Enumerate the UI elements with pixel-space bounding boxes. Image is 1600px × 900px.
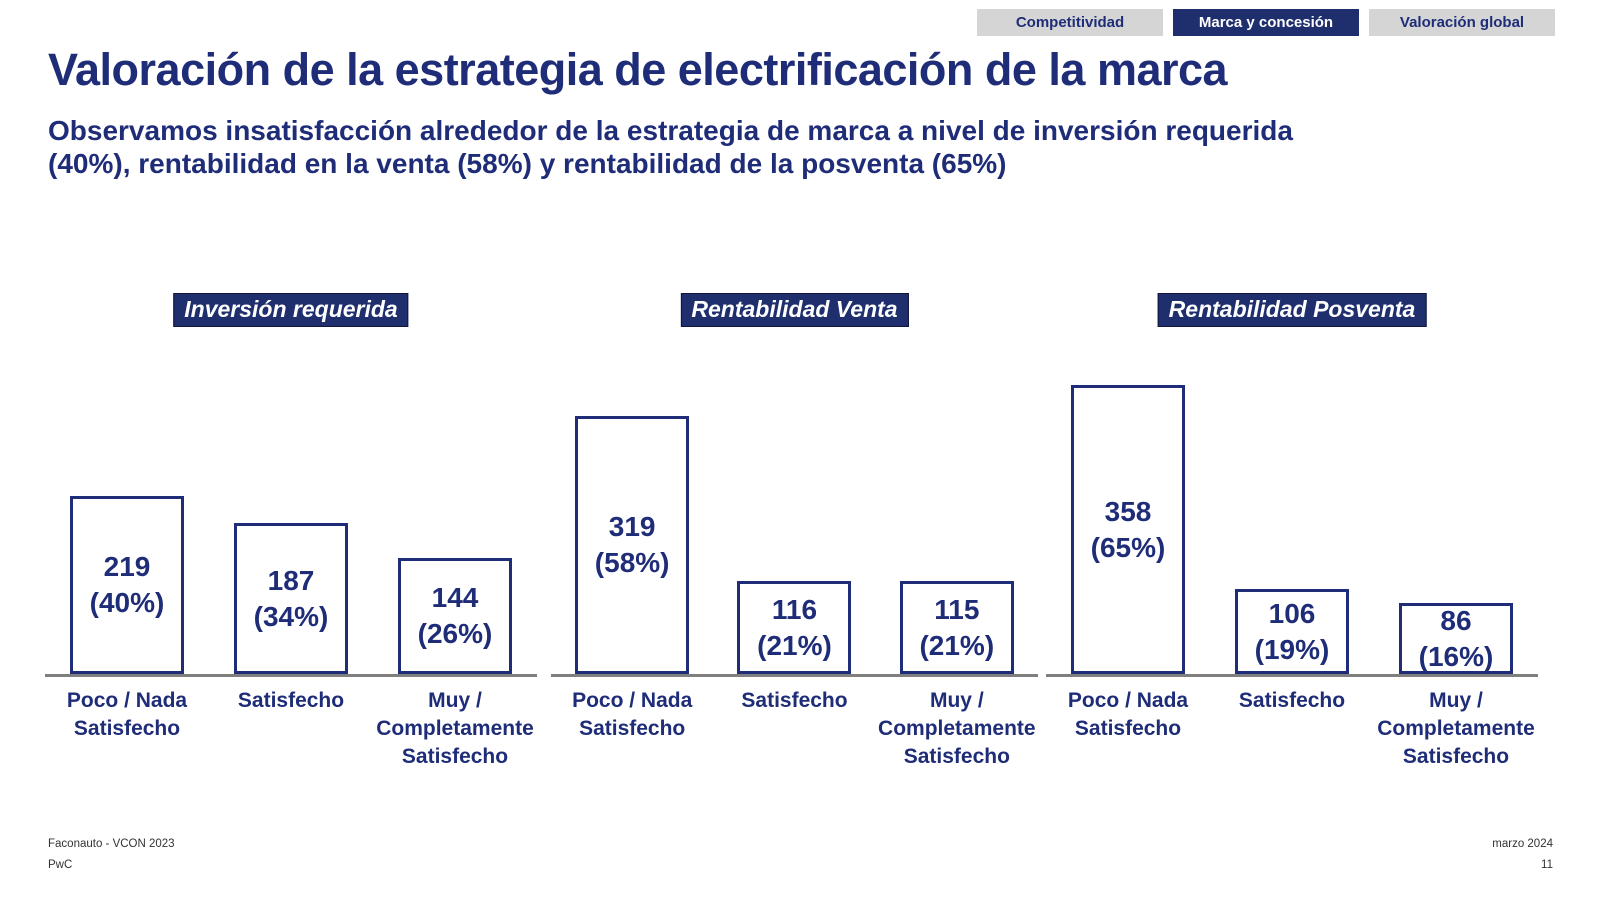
category-label-satisfecho: Satisfecho [237, 689, 345, 712]
category-label-poco-nada: Poco / Nada Satisfecho [1067, 689, 1189, 741]
bar-column: 358 (65%) [1046, 374, 1210, 674]
bar-poco-nada: 319 (58%) [575, 416, 690, 674]
category-labels: Poco / Nada Satisfecho Satisfecho Muy / Co… [1046, 687, 1538, 771]
bar-poco-nada: 219 (40%) [70, 496, 184, 674]
category-label-muy: Muy / Completamente Satisfecho [1377, 689, 1535, 769]
category-label-satisfecho: Satisfecho [741, 689, 848, 712]
bar-value-label: 319 (58%) [594, 511, 670, 578]
category-labels: Poco / Nada Satisfecho Satisfecho Muy / Co… [551, 687, 1038, 771]
bar-value-label: 115 (21%) [919, 593, 995, 661]
category-labels: Poco / Nada Satisfecho Satisfecho Muy / Co… [45, 687, 537, 771]
bars-area: 319 (58%) 116 (21%) 115 (21%) [551, 374, 1038, 677]
bar-column: 144 (26%) [373, 374, 537, 674]
category-label-satisfecho: Satisfecho [1238, 689, 1346, 712]
bars-area: 358 (65%) 106 (19%) 86 (16%) [1046, 374, 1538, 677]
footer-right: marzo 2024 11 [1492, 834, 1553, 875]
tab-bar: Competitividad Marca y concesión Valoració… [977, 9, 1555, 36]
footer-source: Faconauto - VCON 2023 [48, 838, 175, 850]
chart-rentabilidad-venta: Rentabilidad Venta 319 (58%) 116 (21%) 115 … [551, 293, 1038, 793]
tab-valoracion-global[interactable]: Valoración global [1369, 9, 1555, 36]
footer-left: Faconauto - VCON 2023 PwC [48, 834, 175, 875]
bar-poco-nada: 358 (65%) [1071, 385, 1185, 674]
footer-date: marzo 2024 [1492, 838, 1553, 850]
chart-title: Inversión requerida [173, 293, 409, 327]
bar-muy: 115 (21%) [899, 581, 1014, 674]
category-label-muy: Muy / Completamente Satisfecho [376, 689, 534, 769]
bar-column: 106 (19%) [1210, 374, 1374, 674]
category-label-poco-nada: Poco / Nada Satisfecho [572, 689, 693, 741]
category-label-poco-nada: Poco / Nada Satisfecho [66, 689, 188, 741]
bar-value-label: 219 (40%) [89, 551, 165, 618]
footer-page-number: 11 [1541, 858, 1553, 871]
chart-rentabilidad-posventa: Rentabilidad Posventa 358 (65%) 106 (19%) 8… [1046, 293, 1538, 793]
category-label-muy: Muy / Completamente Satisfecho [878, 689, 1036, 769]
page-title: Valoración de la estrategia de electrifi… [48, 44, 1228, 95]
bars-area: 219 (40%) 187 (34%) 144 (26%) [45, 374, 537, 677]
tab-competitividad[interactable]: Competitividad [977, 9, 1163, 36]
bar-muy: 144 (26%) [398, 558, 512, 674]
bar-satisfecho: 106 (19%) [1235, 589, 1349, 674]
bar-column: 319 (58%) [551, 374, 713, 674]
bar-column: 219 (40%) [45, 374, 209, 674]
bar-muy: 86 (16%) [1399, 603, 1513, 674]
bar-value-label: 144 (26%) [417, 582, 493, 649]
bar-satisfecho: 116 (21%) [737, 581, 852, 674]
footer-brand: PwC [48, 858, 73, 871]
chart-title: Rentabilidad Venta [680, 293, 909, 327]
bar-value-label: 106 (19%) [1254, 597, 1330, 665]
bar-column: 116 (21%) [713, 374, 875, 674]
bar-value-label: 187 (34%) [253, 564, 329, 632]
bar-column: 115 (21%) [876, 374, 1038, 674]
chart-inversion-requerida: Inversión requerida 219 (40%) 187 (34%) 144… [45, 293, 537, 793]
bar-column: 187 (34%) [209, 374, 373, 674]
tab-marca-y-concesion[interactable]: Marca y concesión [1173, 9, 1359, 36]
bar-value-label: 116 (21%) [757, 593, 832, 661]
page-subtitle: Observamos insatisfacción alrededor de l… [48, 115, 1293, 180]
chart-title: Rentabilidad Posventa [1157, 293, 1427, 327]
bar-value-label: 358 (65%) [1090, 495, 1166, 563]
bar-satisfecho: 187 (34%) [234, 523, 348, 674]
bar-column: 86 (16%) [1374, 374, 1538, 674]
bar-value-label: 86 (16%) [1418, 604, 1494, 672]
